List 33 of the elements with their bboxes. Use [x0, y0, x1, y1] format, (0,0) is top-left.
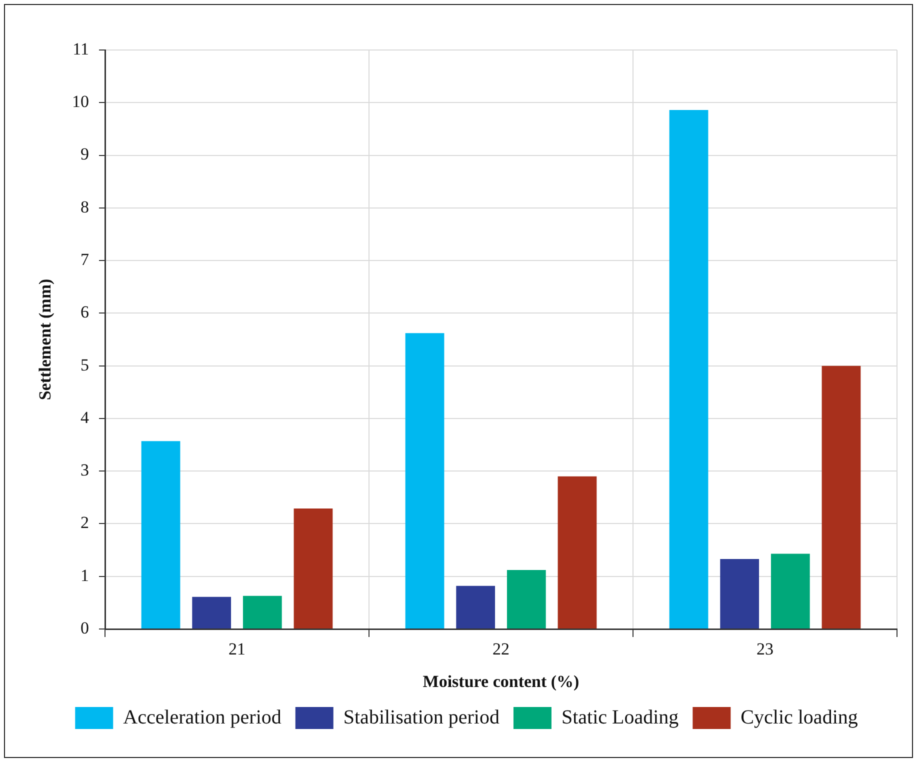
x-tick-label: 22 [492, 640, 510, 659]
y-tick-label: 9 [80, 144, 89, 164]
bar [405, 333, 444, 628]
legend-label: Stabilisation period [343, 706, 500, 728]
y-tick-label: 6 [80, 302, 89, 322]
x-tick-label: 23 [756, 640, 774, 659]
bar [192, 596, 232, 628]
bar [720, 558, 760, 628]
bar [669, 110, 708, 628]
x-axis-title: Moisture content (%) [422, 672, 580, 692]
bar [141, 441, 180, 628]
legend-label: Acceleration period [123, 706, 282, 728]
y-axis-title: Settlement (mm) [36, 278, 55, 400]
bar [822, 366, 861, 628]
bar [558, 476, 597, 628]
y-tick-label: 11 [72, 39, 89, 58]
y-tick-label: 0 [80, 618, 89, 638]
y-tick-label: 8 [80, 197, 89, 216]
y-tick-label: 3 [80, 460, 89, 480]
y-tick-label: 1 [80, 566, 89, 585]
bar [242, 596, 282, 628]
x-tick-label: 21 [228, 640, 246, 659]
bar [506, 570, 546, 628]
y-tick-label: 10 [72, 92, 89, 112]
y-tick-label: 2 [80, 513, 89, 532]
bar [294, 508, 333, 628]
bar [770, 554, 810, 628]
y-tick-label: 5 [80, 355, 89, 374]
legend-label: Cyclic loading [740, 706, 858, 728]
legend-label: Static Loading [561, 706, 679, 728]
y-tick-label: 7 [80, 250, 90, 270]
y-tick-label: 4 [80, 408, 90, 427]
bar [456, 586, 496, 628]
